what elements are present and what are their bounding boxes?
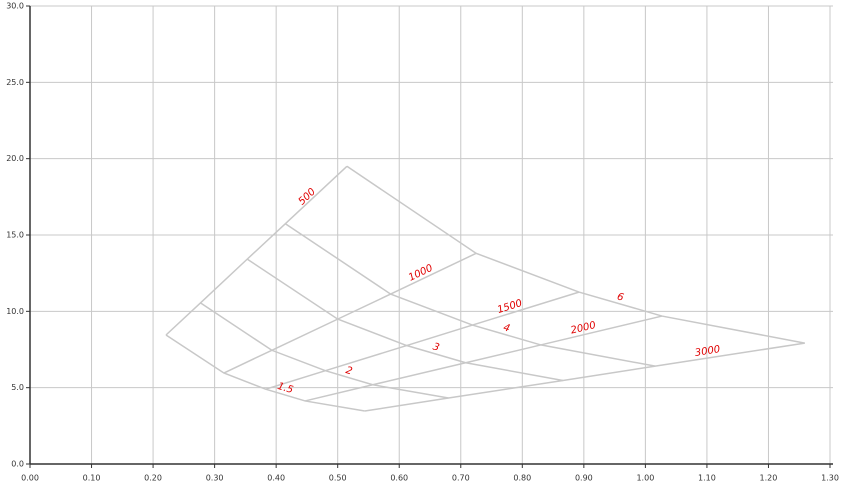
line-label: 6	[616, 291, 625, 303]
y-tick-label: 0.0	[11, 460, 24, 469]
y-tick-label: 25.0	[6, 78, 24, 87]
x-tick-label: 0.30	[206, 474, 224, 483]
x-tick-label: 1.00	[636, 474, 654, 483]
carpet-line	[284, 223, 656, 367]
y-tick-label: 30.0	[6, 2, 24, 11]
line-label: 1000	[407, 263, 435, 284]
line-label: 3000	[694, 344, 721, 359]
y-tick-label: 20.0	[6, 154, 24, 163]
carpet-line	[246, 258, 564, 382]
line-label: 1.5	[276, 381, 294, 396]
x-tick-label: 0.90	[575, 474, 593, 483]
x-tick-label: 0.80	[513, 474, 531, 483]
x-tick-label: 1.20	[760, 474, 778, 483]
x-tick-label: 0.60	[390, 474, 408, 483]
x-tick-label: 0.50	[329, 474, 347, 483]
carpet-line	[165, 334, 365, 412]
x-tick-label: 0.00	[21, 474, 39, 483]
x-tick-label: 0.40	[267, 474, 285, 483]
y-tick-label: 5.0	[11, 383, 24, 392]
carpet-line	[200, 302, 449, 399]
carpet-line	[165, 165, 348, 336]
y-tick-label: 15.0	[6, 231, 24, 240]
y-tick-label: 10.0	[6, 307, 24, 316]
line-label: 3	[431, 341, 440, 353]
x-tick-label: 0.20	[144, 474, 162, 483]
x-tick-label: 0.70	[452, 474, 470, 483]
line-label: 4	[502, 322, 511, 334]
line-label: 2	[344, 365, 353, 377]
carpet-line	[346, 165, 805, 344]
x-tick-label: 1.30	[821, 474, 839, 483]
line-label: 500	[297, 186, 318, 207]
x-tick-label: 1.10	[698, 474, 716, 483]
x-tick-label: 0.10	[83, 474, 101, 483]
